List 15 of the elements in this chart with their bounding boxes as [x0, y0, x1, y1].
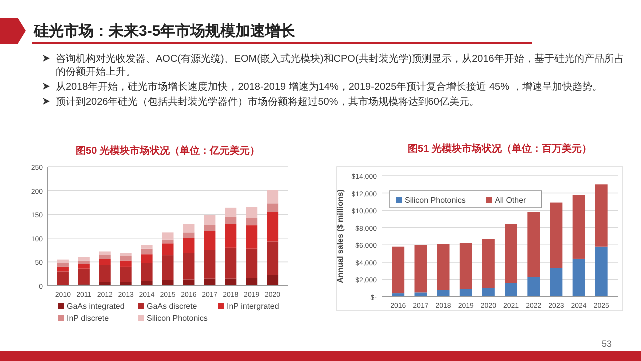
text: 预计到2026年硅光（包括共封装光学器件）市场份额将超过50%，其市场规模将达到60亿美元。: [56, 96, 480, 108]
legend-label: All Other: [495, 196, 527, 205]
legend-label: Silicon Photonics: [147, 314, 208, 323]
legend-label: GaAs integrated: [67, 302, 125, 311]
text: 咨询机构对光收发器、AOC(有源光缆)、EOM(嵌入式光模块)和CPO(共封装光学)预测显示，从2016年开始，基于硅光的产品所占的份额开始上升。: [56, 53, 624, 78]
text: 硅光市场：未来3-5年市场规模加速增长: [33, 22, 297, 40]
legend-label: GaAs discrete: [147, 302, 198, 311]
y-axis-title: Annual sales ($ millions): [336, 189, 345, 284]
chart-title: 图51 光模块市场状况（单位：百万美元）: [408, 143, 592, 155]
chart-title: 图50 光模块市场状况（单位：亿元美元）: [76, 145, 260, 157]
legend-label: Silicon Photonics: [405, 196, 466, 205]
text: 53: [602, 339, 612, 349]
text: 从2018年开始，硅光市场增长速度加快，2018-2019 增速为14%，2019-2025年预计复合增长接近 45% ，增速呈加快趋势。: [56, 81, 602, 93]
legend-label: InP discrete: [67, 314, 110, 323]
legend-label: InP intergrated: [227, 302, 280, 311]
